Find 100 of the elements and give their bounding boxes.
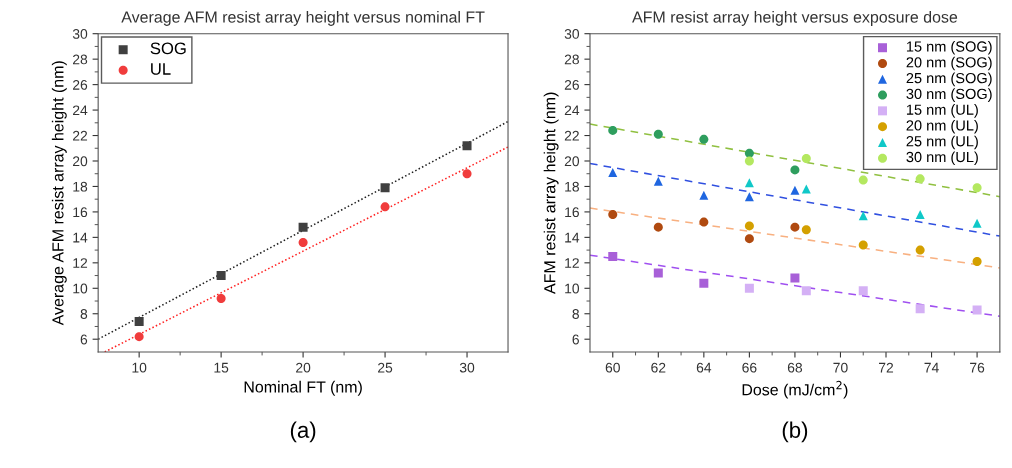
y-tick-label: 6 — [80, 334, 88, 345]
chart-title: Average AFM resist array height versus nominal FT — [121, 11, 485, 26]
point — [744, 234, 754, 244]
y-tick-label: 16 — [73, 207, 88, 218]
x-axis-title: Nominal FT (nm) — [244, 380, 362, 396]
x-tick-label: 25 — [378, 362, 393, 373]
point — [653, 268, 663, 278]
y-tick-label: 18 — [73, 181, 88, 192]
legend-label: 25 nm (UL) — [906, 135, 978, 150]
point — [744, 192, 754, 202]
x-tick-label: 62 — [651, 362, 666, 373]
point — [744, 178, 754, 188]
y-tick-label: 28 — [73, 54, 88, 65]
point — [915, 245, 925, 255]
y-tick-label: 6 — [572, 334, 579, 345]
point — [699, 134, 709, 144]
text: (b) — [782, 421, 808, 443]
y-tick-label: 14 — [73, 232, 88, 243]
y-tick-label: 12 — [565, 258, 579, 268]
y-tick-label: 28 — [564, 54, 579, 65]
legend-label: 15 nm (UL) — [906, 104, 978, 118]
point — [972, 305, 982, 315]
x-tick-label: 60 — [605, 362, 620, 373]
y-tick-label: 26 — [73, 79, 88, 90]
legend-label: 15 nm (SOG) — [906, 40, 992, 55]
x-tick-label: 72 — [878, 362, 894, 373]
point — [380, 183, 390, 193]
legend-label: 20 nm (UL) — [906, 119, 978, 134]
x-axis-title: Dose (mJ/cm$^{2}$) — [742, 380, 848, 399]
x-tick-label: 76 — [970, 362, 985, 373]
point — [858, 175, 868, 185]
legend-label: 30 nm (UL) — [906, 151, 978, 166]
y-tick-label: 24 — [73, 105, 88, 116]
point — [298, 222, 308, 232]
point — [653, 222, 663, 232]
point — [380, 202, 390, 212]
legend-label: SOG — [150, 42, 186, 55]
point — [608, 125, 618, 135]
point — [699, 217, 709, 227]
y-axis-title: Average AFM resist array height (nm) — [51, 61, 67, 326]
point — [608, 209, 618, 219]
point — [972, 257, 982, 267]
point — [744, 283, 754, 293]
point — [653, 129, 663, 139]
chart-title: AFM resist array height versus exposure dose — [632, 11, 958, 26]
x-tick-label: 10 — [132, 362, 147, 373]
point — [790, 222, 800, 232]
x-tick-label: 64 — [696, 362, 712, 373]
point — [653, 176, 663, 186]
legend-label: 25 nm (SOG) — [906, 72, 992, 87]
y-tick-label: 18 — [565, 181, 579, 192]
point — [744, 148, 754, 158]
legend-label: 20 nm (SOG) — [906, 56, 992, 71]
y-tick-label: 30 — [72, 29, 88, 39]
point — [216, 293, 226, 303]
y-axis-title: AFM resist array height (nm) — [543, 92, 559, 294]
y-tick-label: 20 — [73, 156, 88, 167]
point — [801, 225, 811, 235]
point — [972, 218, 982, 228]
point — [134, 316, 144, 326]
legend-label: 30 nm (SOG) — [906, 88, 992, 102]
point — [915, 304, 925, 314]
point — [699, 190, 709, 200]
y-tick-label: 10 — [565, 283, 580, 294]
y-tick-label: 24 — [564, 105, 580, 116]
text: (a) — [290, 421, 316, 443]
x-tick-label: 68 — [787, 362, 803, 373]
x-tick-label: 74 — [924, 362, 939, 373]
point — [858, 240, 868, 250]
x-tick-label: 15 — [214, 362, 229, 373]
y-tick-label: 30 — [564, 29, 580, 39]
point — [801, 153, 811, 163]
point — [801, 286, 811, 296]
point — [972, 183, 982, 193]
y-tick-label: 22 — [564, 130, 579, 141]
point — [915, 174, 925, 184]
point — [134, 332, 144, 342]
y-tick-label: 8 — [80, 309, 88, 319]
point — [858, 286, 868, 296]
y-tick-label: 16 — [565, 207, 579, 218]
y-tick-label: 8 — [572, 309, 579, 319]
point — [790, 165, 800, 175]
y-tick-label: 20 — [564, 156, 580, 167]
point — [462, 141, 472, 151]
point — [608, 251, 618, 261]
point — [699, 278, 709, 288]
point — [462, 169, 472, 179]
point — [744, 156, 754, 166]
legend-label: UL — [151, 63, 171, 75]
point — [608, 167, 618, 177]
point — [744, 221, 754, 231]
y-tick-label: 10 — [73, 283, 88, 294]
x-tick-label: 30 — [459, 362, 475, 373]
point — [915, 209, 925, 219]
y-tick-label: 22 — [73, 130, 88, 141]
point — [216, 271, 226, 281]
y-tick-label: 14 — [565, 232, 580, 243]
point — [298, 237, 308, 247]
x-tick-label: 20 — [296, 362, 311, 373]
x-tick-label: 66 — [742, 362, 757, 373]
